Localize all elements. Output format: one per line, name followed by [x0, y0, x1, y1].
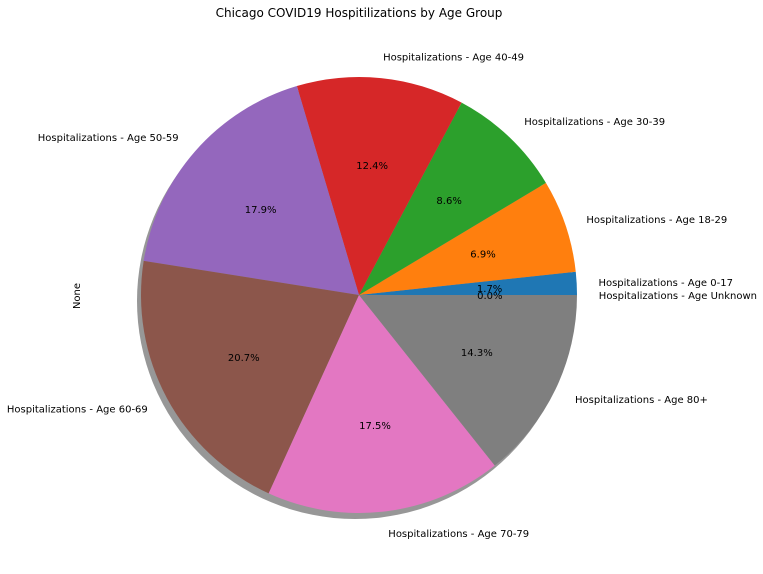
- category-label-hospitalizations-age-80: Hospitalizations - Age 80+: [575, 395, 708, 406]
- slice-hospitalizations-age-80: [359, 295, 577, 466]
- slice-hospitalizations-age-18-29: [359, 182, 576, 295]
- percent-label-hospitalizations-age-60-69: 20.7%: [228, 353, 260, 364]
- slice-hospitalizations-age-40-49: [296, 76, 462, 295]
- percent-label-hospitalizations-age-30-39: 8.6%: [436, 196, 461, 207]
- percent-labels: 1.7% 6.9% 8.6% 12.4% 17.9% 20.7% 17.5% 14.3% 0.0…: [228, 161, 503, 432]
- percent-label-hospitalizations-age-70-79: 17.5%: [359, 421, 391, 432]
- slice-hospitalizations-age-70-79: [268, 295, 495, 513]
- chart-title: Chicago COVID19 Hospitilizations by Age …: [216, 6, 503, 20]
- category-label-hospitalizations-age-70-79: Hospitalizations - Age 70-79: [388, 529, 529, 540]
- y-axis-label: None: [72, 283, 83, 309]
- category-label-hospitalizations-age-40-49: Hospitalizations - Age 40-49: [383, 52, 524, 63]
- slice-hospitalizations-age-50-59: [143, 86, 359, 295]
- category-label-hospitalizations-age-unknown: Hospitalizations - Age Unknown: [599, 291, 757, 302]
- category-label-hospitalizations-age-30-39: Hospitalizations - Age 30-39: [524, 117, 665, 128]
- percent-label-hospitalizations-age-18-29: 6.9%: [470, 249, 495, 260]
- category-label-hospitalizations-age-50-59: Hospitalizations - Age 50-59: [38, 133, 179, 144]
- slice-hospitalizations-age-60-69: [140, 260, 359, 494]
- percent-label-hospitalizations-age-40-49: 12.4%: [356, 161, 388, 172]
- percent-label-hospitalizations-age-0-17: 1.7%: [477, 284, 502, 295]
- category-label-hospitalizations-age-0-17: Hospitalizations - Age 0-17: [598, 278, 733, 289]
- slice-hospitalizations-age-30-39: [359, 102, 546, 295]
- percent-label-hospitalizations-age-unknown: 0.0%: [477, 291, 502, 302]
- category-label-hospitalizations-age-18-29: Hospitalizations - Age 18-29: [586, 215, 727, 226]
- slice-hospitalizations-age-0-17: [359, 271, 577, 295]
- percent-label-hospitalizations-age-50-59: 17.9%: [245, 205, 277, 216]
- category-labels: Hospitalizations - Age 0-17 Hospitalizati…: [7, 52, 757, 540]
- percent-label-hospitalizations-age-80: 14.3%: [461, 348, 493, 359]
- pie-slices: [140, 76, 577, 513]
- category-label-hospitalizations-age-60-69: Hospitalizations - Age 60-69: [7, 405, 148, 416]
